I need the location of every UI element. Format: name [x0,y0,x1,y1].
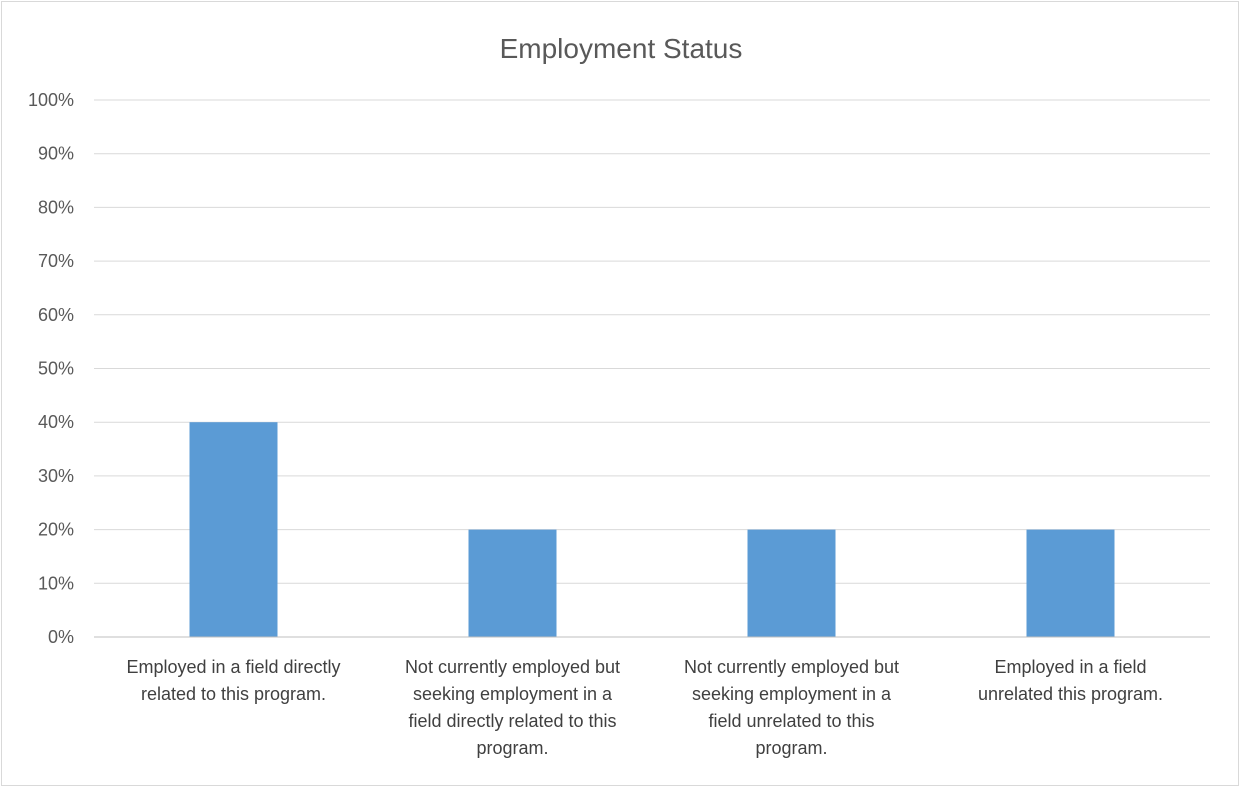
bars [189,422,1115,637]
gridlines [94,99,1210,584]
x-tick-label-line: field unrelated to this [708,711,874,731]
x-tick-label-line: Employed in a field directly [126,657,340,677]
y-tick-label: 100% [28,90,74,110]
y-tick-label: 90% [38,144,74,164]
y-tick-label: 10% [38,573,74,593]
x-tick-label-line: Employed in a field [994,657,1146,677]
x-tick-label-line: field directly related to this [408,711,616,731]
bar [189,422,278,637]
chart-title: Employment Status [500,33,743,64]
x-tick-label-line: seeking employment in a [413,684,613,704]
y-tick-label: 70% [38,251,74,271]
x-tick-label-line: program. [755,738,827,758]
y-tick-label: 60% [38,305,74,325]
x-tick-label-line: seeking employment in a [692,684,892,704]
x-tick-label: Employed in a field unrelated this progra… [978,657,1163,704]
y-tick-label: 50% [38,359,74,379]
x-tick-label-line: program. [476,738,548,758]
y-tick-label: 30% [38,466,74,486]
x-tick-label-line: Not currently employed but [405,657,620,677]
x-tick-label: Employed in a field directly related to t… [126,657,340,704]
y-tick-label: 40% [38,412,74,432]
y-tick-label: 20% [38,520,74,540]
y-tick-label: 0% [48,627,74,647]
bar [747,529,836,637]
x-tick-label-line: unrelated this program. [978,684,1163,704]
bar [1026,529,1115,637]
x-tick-label-line: Not currently employed but [684,657,899,677]
x-tick-label: Not currently employed but seeking employ… [684,657,899,758]
x-tick-label-line: related to this program. [141,684,326,704]
x-tick-label: Not currently employed but seeking employ… [405,657,620,758]
x-axis-tick-labels: Employed in a field directly related to t… [126,657,1163,758]
y-axis-tick-labels: 0% 10% 20% 30% 40% 50% 60% 70% 80% 90% 100% [28,90,74,647]
y-tick-label: 80% [38,197,74,217]
bar [468,529,557,637]
